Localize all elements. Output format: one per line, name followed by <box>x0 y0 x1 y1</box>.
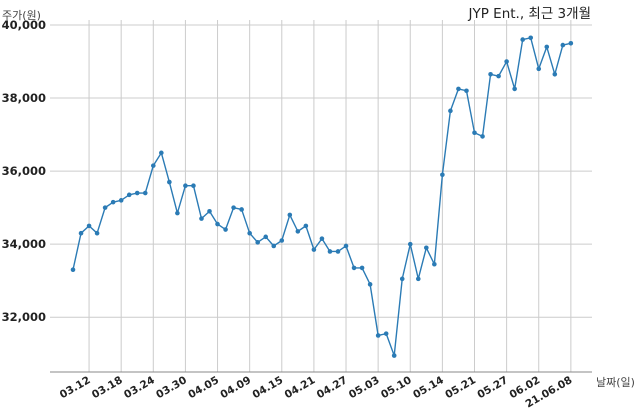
data-point <box>415 276 421 282</box>
data-point <box>512 86 517 92</box>
data-point <box>536 66 542 72</box>
x-tick-label: 05.03 <box>347 374 382 401</box>
x-tick-label: 05.14 <box>411 374 446 401</box>
data-point <box>480 134 485 139</box>
x-tick-label: 03.18 <box>90 374 125 401</box>
data-point <box>279 238 285 243</box>
data-point <box>560 42 566 48</box>
y-tick-label: 34,000 <box>2 237 46 251</box>
y-tick-labels: 32,000 34,000 36,000 38,000 40,000 <box>2 18 46 324</box>
data-point <box>110 199 116 205</box>
data-point <box>343 243 349 249</box>
data-point <box>359 265 365 271</box>
series-line <box>72 37 572 357</box>
data-point <box>311 247 317 252</box>
data-point <box>134 190 140 196</box>
data-point <box>528 35 534 41</box>
data-point <box>247 230 252 236</box>
x-tick-label: 05.27 <box>475 374 510 401</box>
x-tick-label: 04.21 <box>283 374 318 401</box>
x-tick-label: 03.24 <box>122 374 157 401</box>
data-point <box>183 183 188 189</box>
data-point <box>167 179 172 185</box>
data-point <box>383 331 389 336</box>
data-point <box>94 230 100 236</box>
data-point <box>544 44 550 50</box>
data-point <box>175 210 180 216</box>
x-tick-label: 03.12 <box>58 374 93 401</box>
data-point <box>327 249 333 254</box>
data-point <box>440 172 445 178</box>
x-tick-label: 04.05 <box>186 374 221 401</box>
grid <box>50 20 592 372</box>
x-tick-label: 05.10 <box>379 374 414 401</box>
data-point <box>151 163 156 168</box>
data-point <box>70 267 76 273</box>
series <box>70 35 574 358</box>
data-point <box>199 216 204 221</box>
x-tick-label: 05.21 <box>443 374 478 401</box>
data-point <box>432 261 437 267</box>
y-tick-label: 36,000 <box>2 164 46 178</box>
data-point <box>231 205 236 210</box>
data-point <box>263 234 269 240</box>
x-axis-title: 날짜(일) <box>596 375 635 389</box>
data-point <box>367 282 373 287</box>
data-point <box>86 223 92 229</box>
data-point <box>78 230 84 236</box>
data-point <box>239 207 244 212</box>
data-point <box>448 108 453 114</box>
data-point <box>142 190 148 196</box>
data-point <box>255 240 260 245</box>
data-point <box>287 212 293 218</box>
x-tick-label: 04.27 <box>315 374 350 401</box>
data-point <box>424 245 429 251</box>
data-point <box>271 243 277 249</box>
data-point <box>375 333 381 338</box>
y-tick-label: 32,000 <box>2 310 46 324</box>
data-point <box>568 40 574 46</box>
x-tick-labels: 03.1203.1803.2403.3004.0504.0904.1504.21… <box>58 374 575 410</box>
data-point <box>319 236 325 241</box>
data-point <box>102 205 108 210</box>
data-point <box>351 265 357 271</box>
data-point <box>118 198 124 203</box>
data-point <box>223 227 228 232</box>
data-point <box>391 353 397 358</box>
data-point <box>488 72 493 77</box>
data-point <box>159 150 164 156</box>
data-point <box>407 241 413 247</box>
data-point <box>552 72 558 77</box>
chart-title: JYP Ent., 최근 3개월 <box>468 6 591 22</box>
data-point <box>504 59 509 64</box>
y-tick-label: 40,000 <box>2 18 46 32</box>
data-point <box>191 183 196 189</box>
data-point <box>303 223 309 229</box>
data-point <box>496 73 501 79</box>
data-point <box>399 276 405 282</box>
data-point <box>126 192 132 198</box>
y-axis-title: 주가(원) <box>2 9 41 22</box>
data-point <box>335 249 341 254</box>
x-tick-label: 04.09 <box>218 374 253 401</box>
x-tick-label: 03.30 <box>154 374 189 401</box>
data-point <box>215 221 220 227</box>
data-point <box>295 229 301 234</box>
y-tick-label: 38,000 <box>2 91 46 105</box>
data-point <box>207 208 212 214</box>
x-tick-label: 04.15 <box>251 374 286 401</box>
data-point <box>456 86 461 92</box>
data-point <box>520 37 525 42</box>
data-point <box>464 88 469 94</box>
data-point <box>472 130 477 136</box>
